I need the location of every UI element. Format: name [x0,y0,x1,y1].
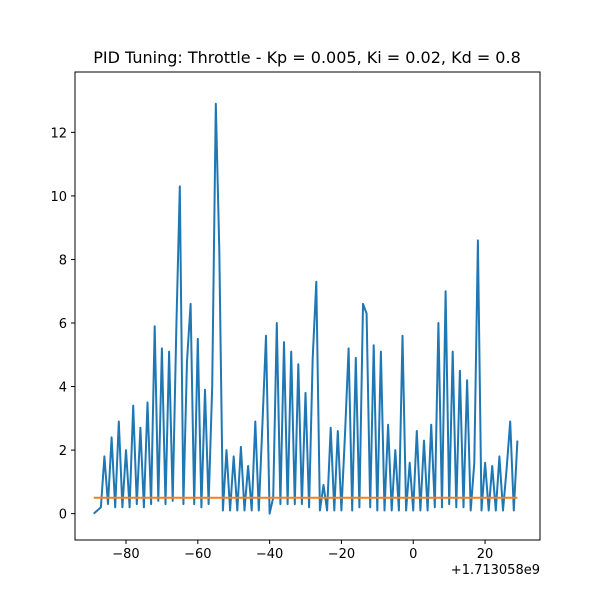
x-tick-label: −20 [328,547,355,562]
x-tick-label: −80 [112,547,139,562]
y-tick-label: 12 [50,126,67,141]
x-tick-label: 20 [477,547,494,562]
y-tick-label: 2 [59,444,67,459]
x-tick-label: 0 [409,547,417,562]
axes-frame [74,71,541,541]
data-line [93,102,519,515]
y-tick-label: 6 [59,317,67,332]
y-tick-label: 0 [59,508,67,523]
y-tick-label: 10 [50,190,67,205]
y-tick-label: 8 [59,253,67,268]
x-tick-label: −40 [256,547,283,562]
x-offset-label: +1.713058e9 [451,563,540,578]
chart-title: PID Tuning: Throttle - Kp = 0.005, Ki = … [93,48,521,67]
y-tick-label: 4 [59,381,67,396]
x-tick-label: −60 [184,547,211,562]
